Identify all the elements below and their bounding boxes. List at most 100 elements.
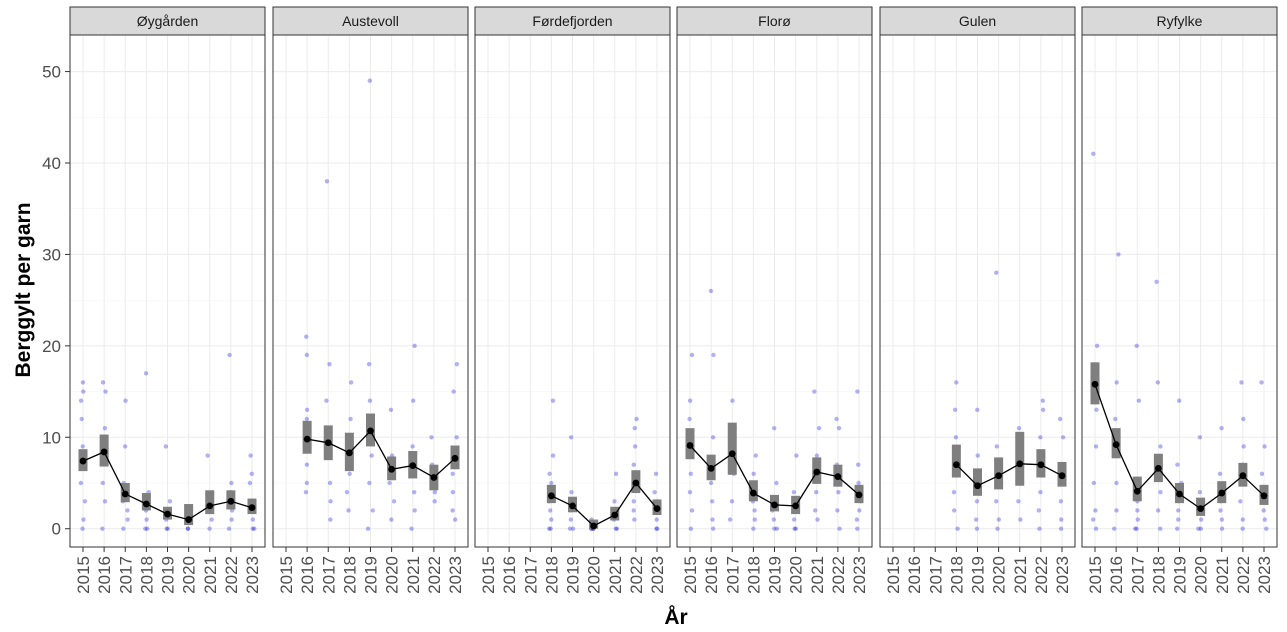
raw-data-point (1093, 508, 1098, 513)
raw-data-point (1264, 526, 1269, 531)
y-axis-title: Berggylt per garn (12, 202, 35, 377)
confidence-interval (205, 490, 215, 515)
raw-data-point (304, 462, 310, 467)
raw-data-point (1175, 526, 1180, 531)
raw-data-point (708, 480, 714, 486)
raw-data-point (143, 371, 149, 376)
x-tick-label: 2018 (340, 556, 359, 594)
mean-point (749, 489, 757, 497)
x-tick-label: 2023 (446, 556, 465, 594)
raw-data-point (709, 499, 715, 504)
mean-point (367, 427, 374, 435)
facet-title: Gulen (959, 13, 996, 29)
mean-point (995, 472, 1003, 480)
mean-point (227, 497, 235, 505)
raw-data-point (370, 508, 375, 513)
raw-data-point (1058, 526, 1064, 531)
mean-point (590, 522, 598, 530)
y-tick-label: 10 (42, 428, 61, 447)
raw-data-point (688, 526, 694, 531)
raw-data-point (1093, 526, 1099, 531)
facet-strip (272, 6, 469, 36)
mean-point (632, 479, 640, 487)
raw-data-point (1197, 435, 1203, 440)
raw-data-point (102, 425, 108, 431)
y-tick-label: 40 (42, 154, 61, 173)
x-tick-label: 2019 (766, 556, 785, 594)
x-tick-label: 2016 (500, 556, 519, 594)
raw-data-point (450, 471, 455, 477)
raw-data-point (614, 526, 620, 531)
y-tick-label: 30 (42, 245, 61, 264)
raw-data-point (952, 407, 958, 413)
raw-data-point (227, 352, 232, 358)
raw-data-point (327, 480, 333, 486)
raw-data-point (100, 380, 106, 385)
raw-data-point (432, 489, 438, 495)
raw-data-point (1158, 489, 1163, 495)
raw-data-point (568, 517, 574, 522)
raw-data-point (185, 526, 191, 531)
raw-data-point (80, 380, 86, 385)
raw-data-point (654, 517, 659, 522)
mean-point (1037, 461, 1045, 469)
raw-data-point (708, 288, 714, 294)
facet-strip (1081, 6, 1278, 36)
raw-data-point (836, 489, 841, 495)
x-tick-label: 2016 (95, 556, 114, 594)
raw-data-point (125, 517, 130, 522)
x-tick-label: 2019 (159, 556, 178, 594)
raw-data-point (1094, 343, 1100, 349)
mean-point (728, 450, 736, 458)
raw-data-point (752, 517, 757, 522)
raw-data-point (1219, 526, 1225, 531)
mean-point (686, 442, 694, 449)
raw-data-point (1113, 416, 1118, 422)
raw-data-point (974, 526, 980, 531)
raw-data-point (165, 526, 170, 531)
raw-data-point (81, 389, 86, 394)
facet-title: Florø (758, 13, 791, 29)
mean-point (834, 473, 842, 480)
mean-point (1133, 487, 1141, 495)
facet-title: Øygården (137, 13, 198, 29)
raw-data-point (549, 480, 554, 486)
x-tick-label: 2016 (702, 556, 721, 594)
raw-data-point (1238, 499, 1243, 504)
y-tick-label: 20 (42, 337, 61, 356)
mean-point (121, 490, 129, 498)
confidence-interval (727, 422, 737, 475)
raw-data-point (365, 526, 371, 531)
raw-data-point (836, 425, 842, 431)
mean-point (547, 492, 555, 500)
raw-data-point (816, 425, 822, 431)
raw-data-point (994, 499, 999, 504)
raw-data-point (548, 508, 553, 513)
facet-strip (879, 6, 1076, 36)
raw-data-point (303, 489, 309, 495)
x-tick-label: 2015 (884, 556, 903, 594)
mean-point (409, 462, 417, 470)
raw-data-point (78, 480, 84, 486)
x-tick-label: 2018 (542, 556, 561, 594)
mean-point (185, 516, 193, 523)
raw-data-point (812, 389, 817, 394)
raw-data-point (752, 508, 757, 513)
raw-data-point (81, 517, 86, 522)
facet-panel: Førdefjorden 2015 2016 2017 2018 2019 2020 2021… (474, 6, 671, 594)
x-tick-label: 2017 (521, 556, 540, 594)
raw-data-point (814, 453, 820, 458)
raw-data-point (304, 407, 310, 413)
mean-point (653, 505, 661, 512)
x-tick-label: 2020 (787, 556, 806, 594)
raw-data-point (550, 453, 556, 458)
raw-data-point (730, 398, 735, 403)
raw-data-point (687, 489, 693, 495)
mean-point (1218, 489, 1226, 497)
raw-data-point (1060, 435, 1066, 440)
mean-point (345, 449, 353, 457)
x-tick-label: 2021 (1213, 556, 1232, 594)
raw-data-point (412, 508, 417, 513)
mean-point (1260, 492, 1268, 500)
